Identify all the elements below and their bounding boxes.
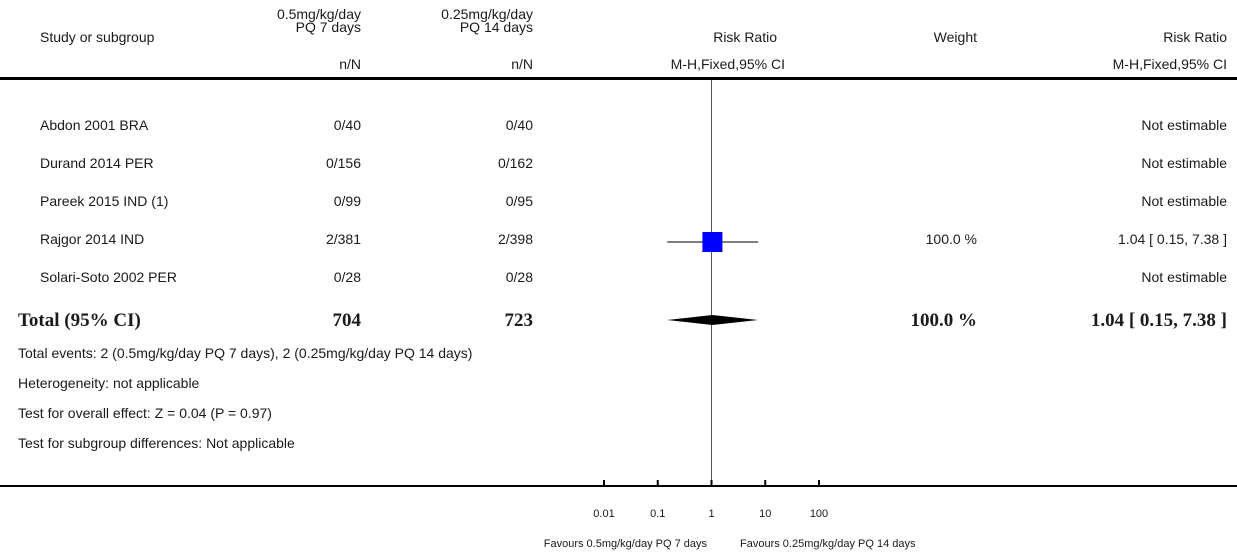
header-nN-2: n/N [511,56,533,72]
header-group1-line1: 0.5mg/kg/day [276,6,361,22]
footer-subgroup: Test for subgroup differences: Not appli… [18,435,295,451]
study-ci: Not estimable [1141,117,1227,133]
header-group2-line1: 0.25mg/kg/day [441,6,533,22]
header-group2-line2: PQ 14 days [459,19,533,35]
study-name: Durand 2014 PER [40,155,154,171]
study-ci: Not estimable [1141,155,1227,171]
header-group1-line2: PQ 7 days [295,19,361,35]
header-rule [0,77,1237,80]
favours-right: Favours 0.25mg/kg/day PQ 14 days [740,538,916,550]
axis-tick-label: 0.1 [650,508,665,520]
study-g2: 0/28 [505,269,533,285]
study-ci: 1.04 [ 0.15, 7.38 ] [1118,231,1227,247]
axis-tick-label: 1 [708,508,714,520]
study-g2: 0/162 [497,155,533,171]
favours-left: Favours 0.5mg/kg/day PQ 7 days [543,538,707,550]
study-name: Solari-Soto 2002 PER [40,269,177,285]
study-weight: 100.0 % [925,231,977,247]
study-g2: 0/95 [505,193,533,209]
axis-tick-label: 100 [810,508,828,520]
study-g2: 2/398 [497,231,533,247]
total-weight: 100.0 % [910,310,978,331]
total-ci: 1.04 [ 0.15, 7.38 ] [1090,310,1227,331]
study-g2: 0/40 [505,117,533,133]
footer-rule [0,485,1237,487]
header-study-col: Study or subgroup [40,29,155,45]
header-effect-col: Risk Ratio [713,29,777,45]
footer-overall: Test for overall effect: Z = 0.04 (P = 0… [18,405,272,421]
study-name: Pareek 2015 IND (1) [40,193,169,209]
header-nN-1: n/N [339,56,361,72]
total-diamond [667,315,759,325]
total-g2: 723 [504,310,534,331]
footer-events: Total events: 2 (0.5mg/kg/day PQ 7 days)… [18,345,473,361]
study-name: Rajgor 2014 IND [40,231,145,247]
footer-heterogeneity: Heterogeneity: not applicable [18,375,200,391]
total-g1: 704 [332,310,362,331]
axis-tick-label: 0.01 [593,508,614,520]
header-method-2: M-H,Fixed,95% CI [1112,56,1227,72]
study-g1: 0/40 [333,117,361,133]
study-name: Abdon 2001 BRA [40,117,149,133]
study-g1: 0/156 [325,155,361,171]
study-ci: Not estimable [1141,269,1227,285]
header-effect-col2: Risk Ratio [1163,29,1227,45]
header-method-1: M-H,Fixed,95% CI [670,56,785,72]
study-g1: 0/28 [333,269,361,285]
study-ci: Not estimable [1141,193,1227,209]
study-g1: 0/99 [333,193,361,209]
total-label: Total (95% CI) [18,310,141,331]
study-effect-box [702,232,723,252]
axis-tick-label: 10 [759,508,771,520]
study-g1: 2/381 [325,231,361,247]
header-weight-col: Weight [933,29,977,45]
